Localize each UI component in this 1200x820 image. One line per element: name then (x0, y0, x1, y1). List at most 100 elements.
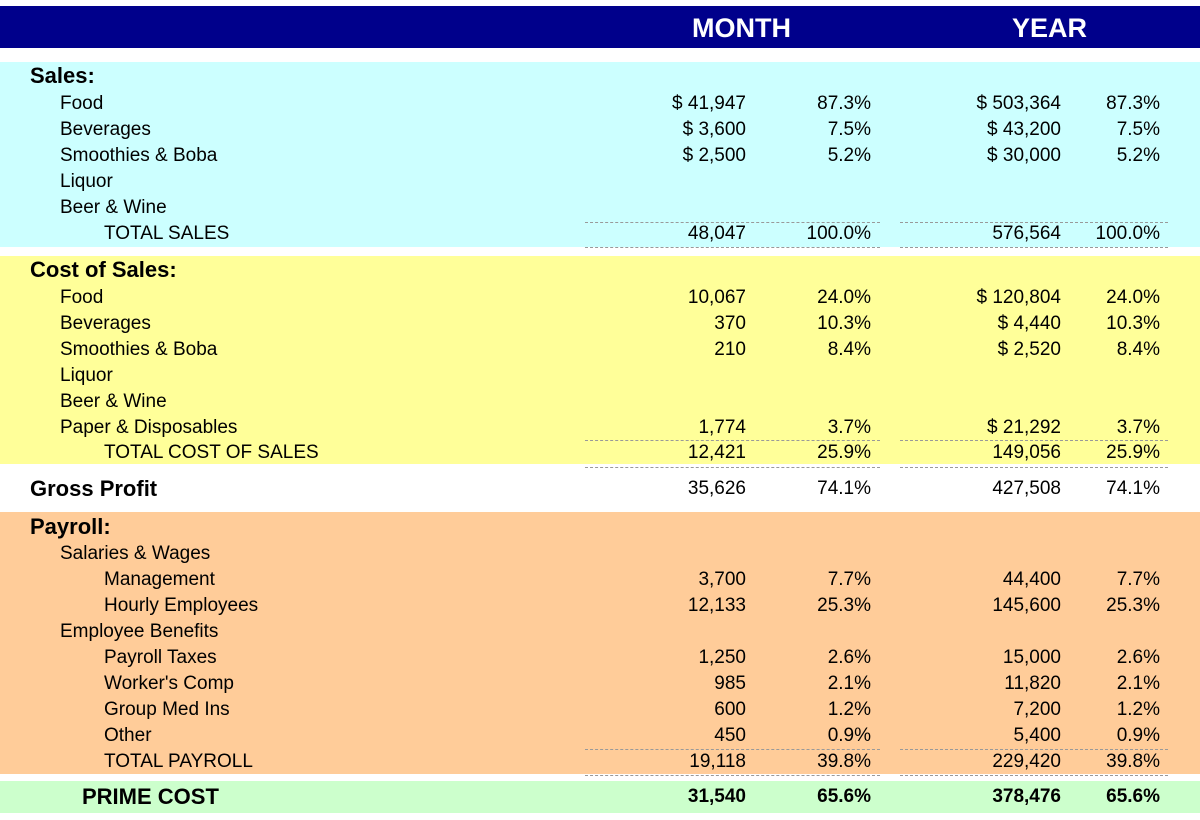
divider (585, 222, 880, 223)
subgroup-label: Salaries & Wages (60, 543, 211, 564)
sales-total-row: TOTAL SALES 48,047 100.0% 576,564 100.0% (0, 221, 1200, 247)
month-percent: 7.5% (827, 119, 871, 140)
table-row: Smoothies & Boba 210 8.4% $ 2,520 8.4% (0, 337, 1200, 363)
divider (900, 222, 1168, 223)
year-value: $ 43,200 (987, 119, 1061, 140)
year-value: 15,000 (1002, 647, 1061, 668)
month-percent: 3.7% (827, 417, 871, 438)
year-value: 145,600 (992, 595, 1061, 616)
month-value: 210 (714, 339, 746, 360)
year-percent: 100.0% (1095, 223, 1160, 244)
row-label: TOTAL PAYROLL (104, 751, 253, 772)
year-percent: 7.5% (1116, 119, 1160, 140)
row-label: Liquor (60, 171, 113, 192)
month-percent: 87.3% (817, 93, 871, 114)
table-row: Management 3,700 7.7% 44,400 7.7% (0, 567, 1200, 593)
year-value: 149,056 (992, 442, 1061, 463)
month-value: 450 (714, 725, 746, 746)
table-row: Beer & Wine (0, 195, 1200, 221)
month-percent: 74.1% (817, 478, 871, 499)
year-percent: 5.2% (1116, 145, 1160, 166)
row-label: Paper & Disposables (60, 417, 238, 438)
payroll-heading: Payroll: (30, 514, 111, 539)
row-label: Group Med Ins (104, 699, 230, 720)
year-value: $ 120,804 (976, 287, 1061, 308)
sales-section (0, 62, 1200, 247)
table-row: Liquor (0, 363, 1200, 389)
table-row: Group Med Ins 600 1.2% 7,200 1.2% (0, 697, 1200, 723)
year-percent: 65.6% (1106, 786, 1160, 807)
year-value: 576,564 (992, 223, 1061, 244)
row-label: Food (60, 287, 104, 308)
year-value: 378,476 (992, 786, 1061, 807)
divider (585, 775, 880, 776)
table-row: Worker's Comp 985 2.1% 11,820 2.1% (0, 671, 1200, 697)
divider (900, 440, 1168, 441)
month-value: 10,067 (687, 287, 746, 308)
divider (900, 775, 1168, 776)
month-value: $ 41,947 (672, 93, 746, 114)
month-value: 12,133 (687, 595, 746, 616)
year-value: 427,508 (992, 478, 1061, 499)
payroll-section (0, 512, 1200, 774)
year-percent: 8.4% (1116, 339, 1160, 360)
month-percent: 25.3% (817, 595, 871, 616)
row-label: Beverages (60, 119, 151, 140)
table-row: Beverages $ 3,600 7.5% $ 43,200 7.5% (0, 117, 1200, 143)
row-label: TOTAL COST OF SALES (104, 442, 319, 463)
month-value: 370 (714, 313, 746, 334)
divider (585, 247, 880, 248)
year-value: 7,200 (1013, 699, 1061, 720)
table-row: Other 450 0.9% 5,400 0.9% (0, 723, 1200, 749)
month-percent: 1.2% (827, 699, 871, 720)
month-percent: 65.6% (817, 786, 871, 807)
year-value: 11,820 (1004, 673, 1061, 694)
table-row: Hourly Employees 12,133 25.3% 145,600 25… (0, 593, 1200, 619)
table-row: Beer & Wine (0, 389, 1200, 415)
table-row: Employee Benefits (0, 619, 1200, 645)
year-value: $ 2,520 (997, 339, 1061, 360)
payroll-total-row: TOTAL PAYROLL 19,118 39.8% 229,420 39.8% (0, 749, 1200, 775)
divider (585, 467, 880, 468)
table-row: Paper & Disposables 1,774 3.7% $ 21,292 … (0, 415, 1200, 441)
divider (900, 247, 1168, 248)
row-label: Smoothies & Boba (60, 145, 218, 166)
prime-cost-label: PRIME COST (82, 784, 219, 809)
table-row: Food $ 41,947 87.3% $ 503,364 87.3% (0, 91, 1200, 117)
row-label: Other (104, 725, 152, 746)
year-value: 44,400 (1002, 569, 1061, 590)
table-row: Smoothies & Boba $ 2,500 5.2% $ 30,000 5… (0, 143, 1200, 169)
row-label: Payroll Taxes (104, 647, 217, 668)
divider (585, 440, 880, 441)
year-percent: 25.3% (1106, 595, 1160, 616)
year-percent: 39.8% (1106, 751, 1160, 772)
year-percent: 2.1% (1116, 673, 1160, 694)
month-value: 600 (714, 699, 746, 720)
year-value: $ 503,364 (976, 93, 1061, 114)
month-percent: 8.4% (827, 339, 871, 360)
sales-heading-row: Sales: (0, 63, 1200, 89)
year-percent: 87.3% (1106, 93, 1160, 114)
row-label: Management (104, 569, 215, 590)
year-percent: 25.9% (1106, 442, 1160, 463)
cost-heading-row: Cost of Sales: (0, 257, 1200, 283)
table-row: Beverages 370 10.3% $ 4,440 10.3% (0, 311, 1200, 337)
month-percent: 10.3% (817, 313, 871, 334)
month-value: 12,421 (687, 442, 746, 463)
month-percent: 24.0% (817, 287, 871, 308)
month-value: 35,626 (687, 478, 746, 499)
month-percent: 2.6% (827, 647, 871, 668)
row-label: Food (60, 93, 104, 114)
month-percent: 39.8% (817, 751, 871, 772)
row-label: Hourly Employees (104, 595, 259, 616)
year-percent: 10.3% (1106, 313, 1160, 334)
year-value: $ 4,440 (997, 313, 1061, 334)
month-percent: 5.2% (827, 145, 871, 166)
row-label: Smoothies & Boba (60, 339, 218, 360)
cost-total-row: TOTAL COST OF SALES 12,421 25.9% 149,056… (0, 440, 1200, 466)
month-value: 1,250 (698, 647, 746, 668)
month-percent: 100.0% (806, 223, 871, 244)
row-label: Beer & Wine (60, 197, 167, 218)
sales-heading: Sales: (30, 63, 95, 88)
year-value: 229,420 (992, 751, 1061, 772)
